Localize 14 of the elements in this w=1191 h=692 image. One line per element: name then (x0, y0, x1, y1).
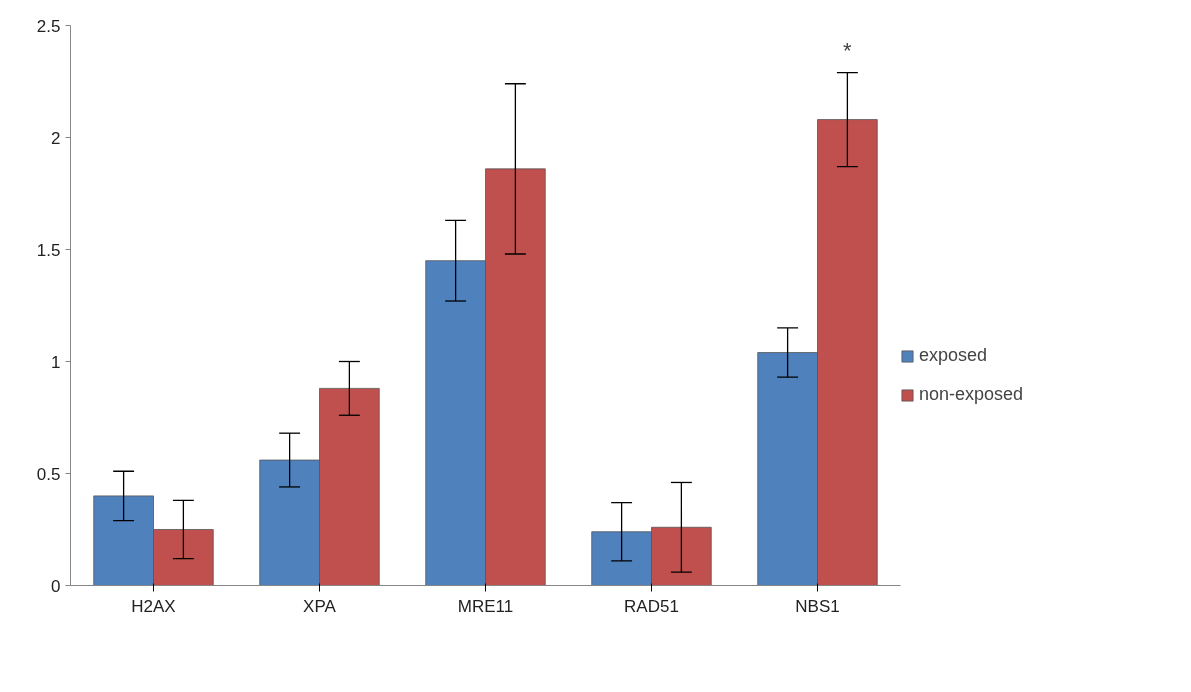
y-tick-label: 0.5 (36, 464, 61, 484)
legend-label: non-exposed (919, 384, 1024, 405)
y-tick-label: 0 (51, 576, 61, 596)
x-tick-label: NBS1 (795, 596, 840, 616)
x-tick-label: H2AX (131, 596, 176, 616)
x-tick-label: XPA (303, 596, 337, 616)
y-tick-label: 1 (51, 352, 61, 372)
legend-label: exposed (919, 345, 988, 366)
annotation: * (843, 38, 853, 64)
y-tick-label: 2.5 (36, 16, 61, 36)
x-tick-label: MRE11 (457, 596, 514, 616)
y-tick-label: 1.5 (36, 240, 61, 260)
y-tick-label: 2 (51, 128, 61, 148)
x-tick-label: RAD51 (624, 596, 679, 616)
